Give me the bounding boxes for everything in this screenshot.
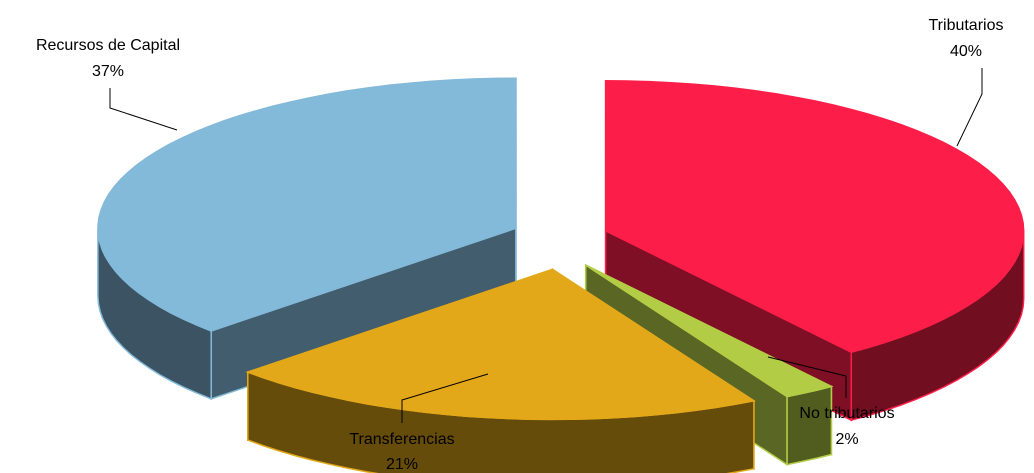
leader-line-tributarios	[956, 68, 983, 147]
slice-label-transferencias: Transferencias	[349, 431, 454, 448]
slice-label-tributarios: Tributarios	[929, 17, 1004, 34]
slice-recursos-de-capital	[97, 77, 517, 401]
slice-top-no-tributarios	[585, 264, 834, 398]
slice-top-transferencias	[245, 268, 756, 421]
leader-line-recursos-de-capital	[109, 88, 178, 131]
slice-label-no-tributarios: No tributarios	[799, 405, 894, 422]
slice-label-recursos-de-capital: Recursos de Capital	[36, 37, 180, 54]
leader-line-no-tributarios	[767, 356, 847, 398]
slice-percent-no-tributarios: 2%	[835, 431, 858, 448]
slice-percent-tributarios: 40%	[950, 43, 982, 60]
pie-slices	[97, 77, 1025, 473]
slice-rim-no-tributarios	[786, 385, 833, 466]
slice-top-recursos-de-capital	[97, 77, 517, 332]
slice-percent-transferencias: 21%	[386, 456, 418, 473]
slice-top-tributarios	[604, 80, 1025, 353]
slice-transferencias	[245, 268, 756, 473]
slice-percent-recursos-de-capital: 37%	[92, 63, 124, 80]
leader-line-transferencias	[401, 373, 489, 423]
